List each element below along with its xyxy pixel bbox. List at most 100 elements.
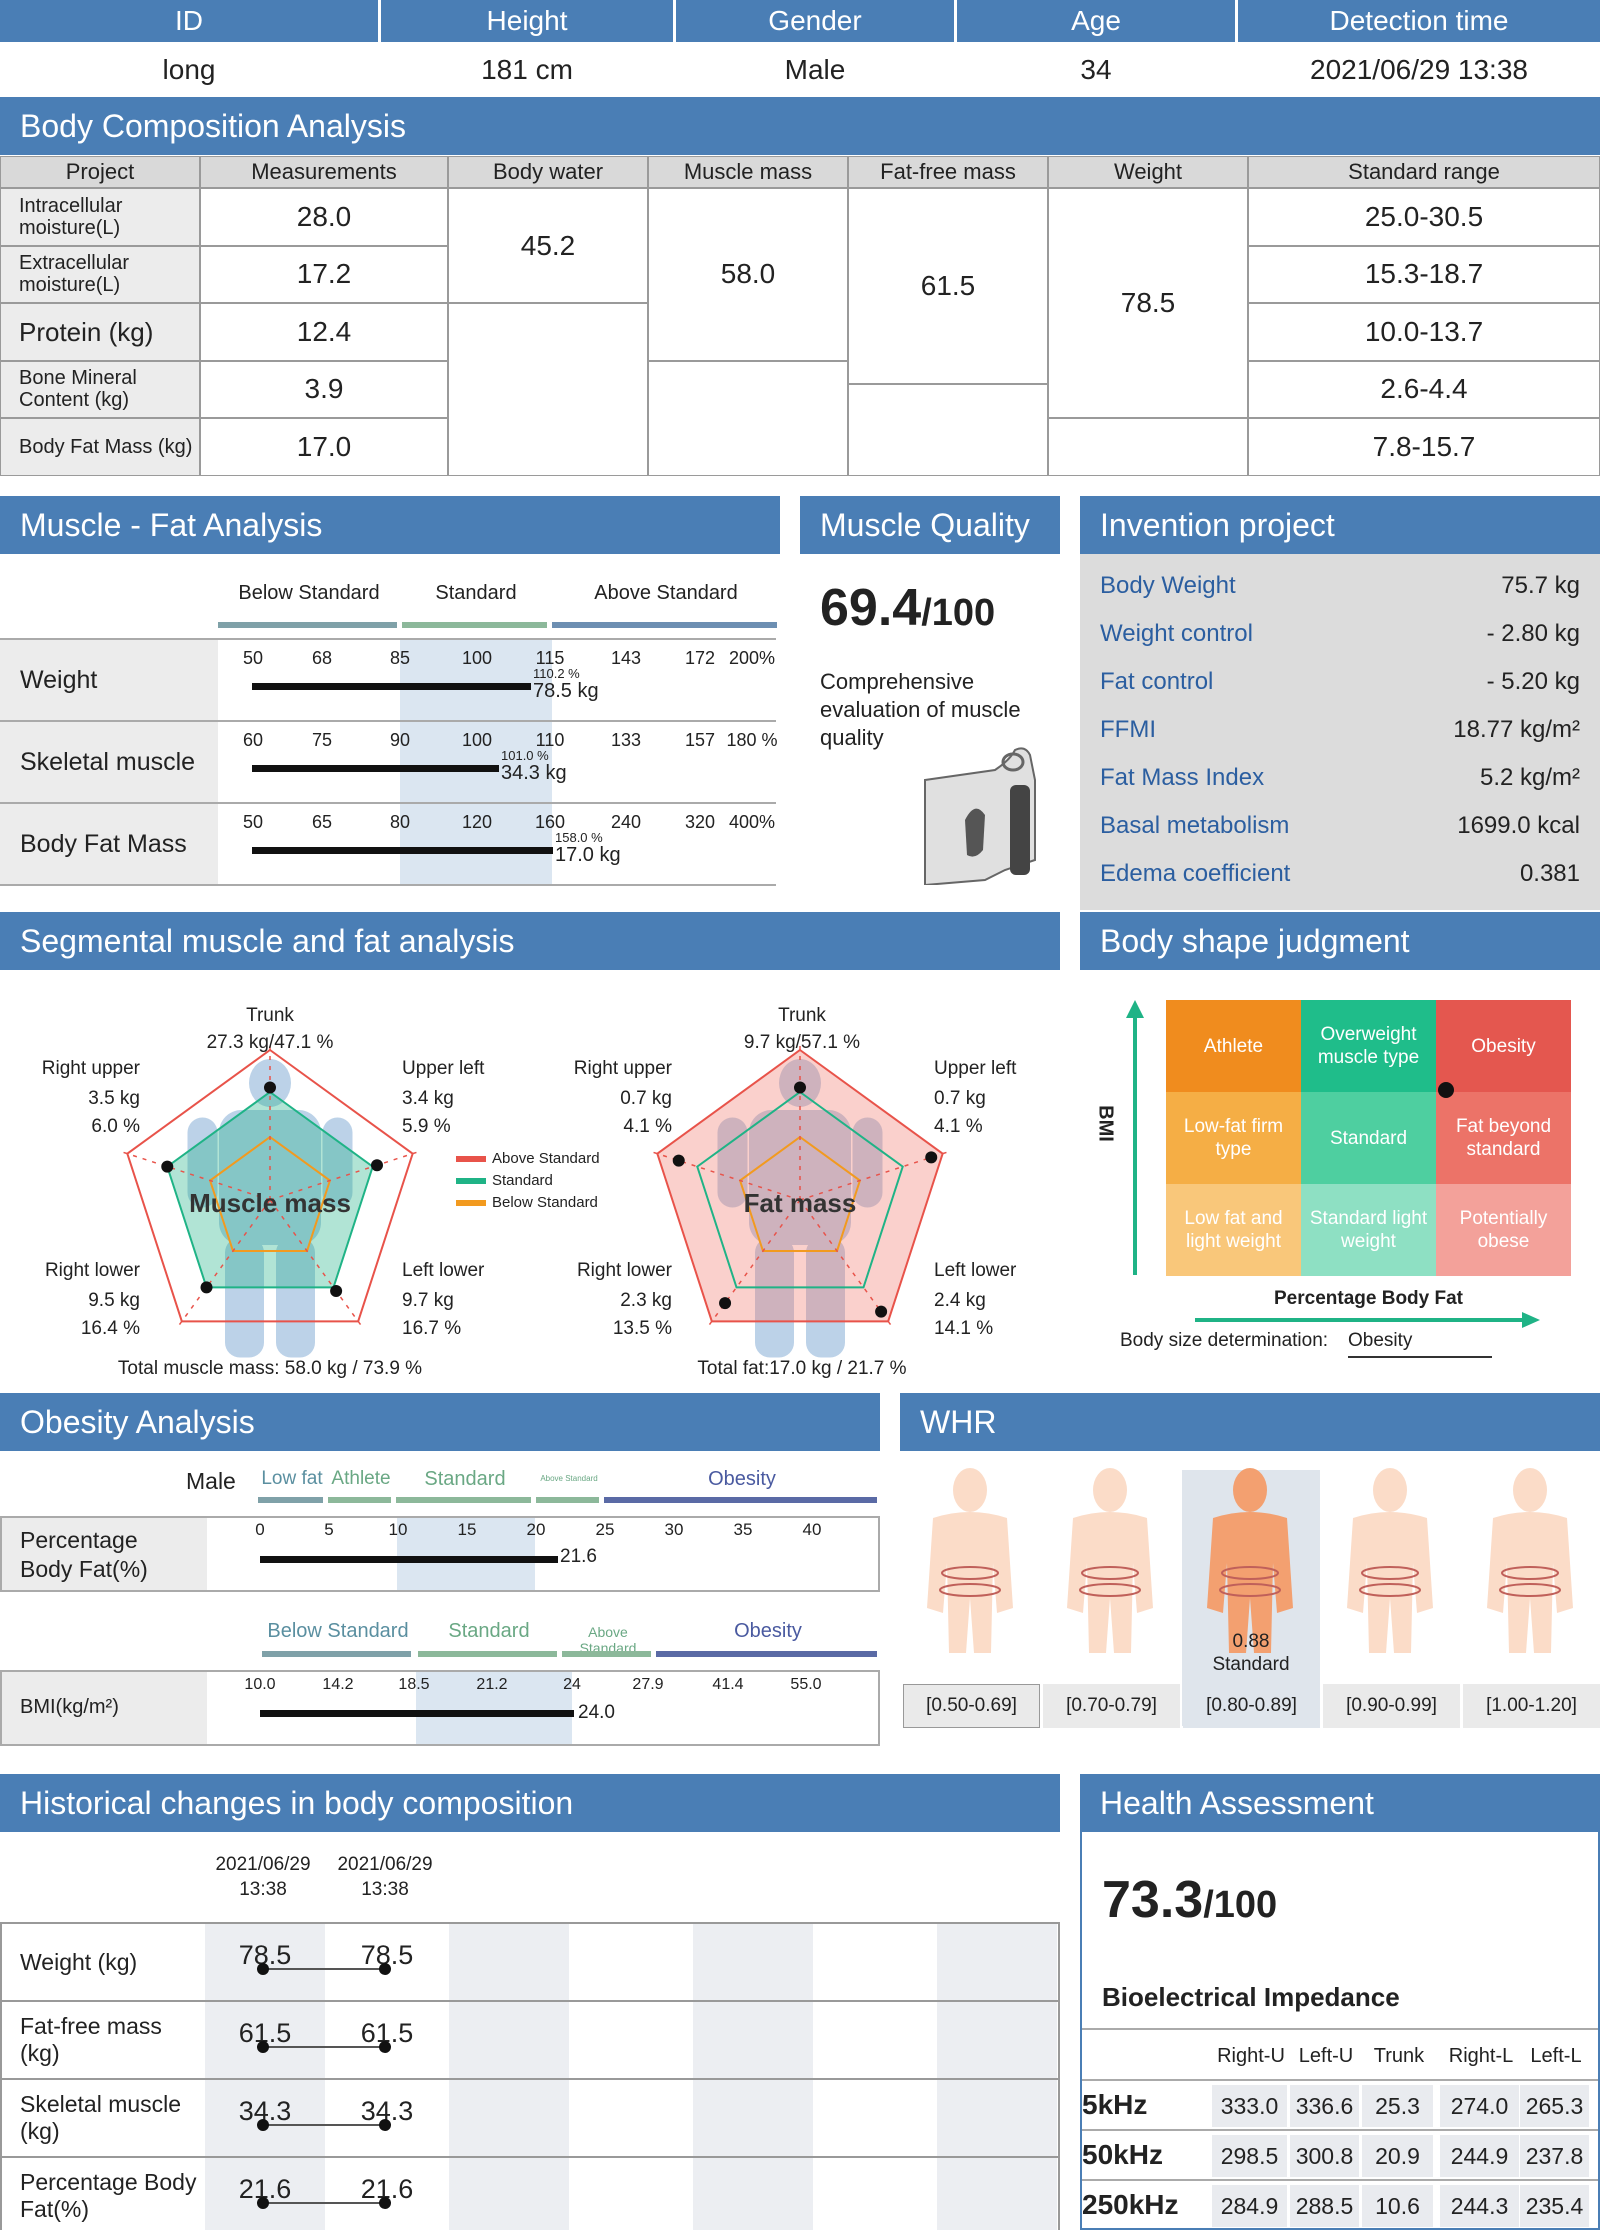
muscle-ru-kg: 3.5 kg bbox=[88, 1088, 140, 1109]
mfa-bottom-line bbox=[0, 884, 776, 886]
hist-row-line bbox=[0, 1922, 1060, 1924]
bca-body-water: 45.2 bbox=[448, 188, 648, 303]
radar-point bbox=[330, 1285, 343, 1298]
oa-band-bar bbox=[656, 1651, 877, 1657]
body-arm bbox=[852, 1117, 883, 1208]
hist-dot bbox=[379, 1963, 391, 1975]
bio-value: 284.9 bbox=[1212, 2185, 1287, 2227]
bio-value: 10.6 bbox=[1362, 2185, 1433, 2227]
waist-ring bbox=[1361, 1566, 1419, 1580]
hist-title: Historical changes in body composition bbox=[0, 1774, 1060, 1832]
hist-col bbox=[571, 1922, 691, 2230]
whr-figure bbox=[1207, 1468, 1293, 1653]
fat-trunk-value: 9.7 kg/57.1 % bbox=[743, 1032, 861, 1053]
bio-value: 20.9 bbox=[1362, 2135, 1433, 2177]
muscle-trunk-label: Trunk bbox=[246, 1005, 294, 1026]
bio-top-line bbox=[1082, 2028, 1598, 2030]
figure-body bbox=[927, 1512, 1013, 1653]
inv-label: Edema coefficient bbox=[1100, 860, 1291, 887]
bca-col-header: Weight bbox=[1048, 156, 1248, 188]
bca-row-label: Bone Mineral Content (kg) bbox=[0, 360, 200, 418]
whr-figure bbox=[927, 1468, 1013, 1653]
hist-dot bbox=[379, 2197, 391, 2209]
whr-figure bbox=[1067, 1468, 1153, 1653]
body-leg bbox=[276, 1237, 315, 1358]
bca-fat-free-mass: 61.5 bbox=[848, 188, 1048, 384]
oa-pbf-label: Percentage Body Fat(%) bbox=[2, 1518, 207, 1590]
inv-value: 5.2 kg/m² bbox=[1479, 764, 1580, 791]
bio-value: 237.8 bbox=[1520, 2135, 1589, 2177]
oa-pbf-band: Obesity bbox=[708, 1468, 776, 1490]
oa-pbf-band: Standard bbox=[424, 1468, 506, 1490]
muscle-ll-pct: 16.7 % bbox=[402, 1318, 462, 1339]
bio-col-header: Right-L bbox=[1448, 2044, 1514, 2067]
bca-row-range: 25.0-30.5 bbox=[1248, 188, 1600, 246]
oa-pbf-tick: 5 bbox=[324, 1520, 334, 1539]
bca-col-header: Body water bbox=[448, 156, 648, 188]
mfa-tick: 133 bbox=[610, 730, 642, 750]
radar-point bbox=[875, 1305, 888, 1318]
bca-row-range: 10.0-13.7 bbox=[1248, 303, 1600, 361]
waist-ring bbox=[1081, 1566, 1139, 1580]
mfa-tick: 172 bbox=[684, 648, 716, 668]
mfa-value-label: 17.0 kg bbox=[555, 844, 621, 866]
legend-label: Standard bbox=[492, 1172, 553, 1189]
muscle-ru-pct: 6.0 % bbox=[91, 1116, 140, 1137]
oa-band-bar bbox=[396, 1497, 531, 1503]
bca-muscle-mass: 58.0 bbox=[648, 188, 848, 361]
mfa-tick: 85 bbox=[389, 648, 411, 668]
inv-label: Body Weight bbox=[1100, 572, 1236, 599]
muscle-trunk-value: 27.3 kg/47.1 % bbox=[206, 1032, 334, 1053]
bca-row-label: Protein (kg) bbox=[0, 303, 200, 361]
muscle-ru-label: Right upper bbox=[41, 1058, 140, 1079]
hist-row-label: Percentage Body Fat(%) bbox=[20, 2169, 197, 2222]
inv-value: - 5.20 kg bbox=[1486, 668, 1580, 695]
radar-point bbox=[264, 1081, 276, 1094]
bio-value: 333.0 bbox=[1212, 2085, 1287, 2127]
muscle-rl-pct: 16.4 % bbox=[80, 1318, 140, 1339]
legend-swatch bbox=[456, 1156, 486, 1162]
mfa-value-label: 34.3 kg bbox=[501, 762, 567, 784]
oa-bmi-label: BMI(kg/m²) bbox=[2, 1672, 207, 1744]
figure-body bbox=[1067, 1512, 1153, 1653]
oa-pbf-tick: 35 bbox=[733, 1520, 753, 1539]
oa-band-bar bbox=[262, 1651, 411, 1657]
oa-band-bar bbox=[536, 1497, 599, 1503]
muscle-center-label: Muscle mass bbox=[189, 1188, 351, 1218]
mfa-tick: 143 bbox=[610, 648, 642, 668]
mfa-value-label: 78.5 kg bbox=[533, 680, 599, 702]
waist-ring bbox=[1221, 1566, 1279, 1580]
oa-pbf-tick: 0 bbox=[255, 1520, 265, 1539]
fat-lu-kg: 0.7 kg bbox=[934, 1088, 986, 1109]
mfa-bar bbox=[252, 847, 553, 854]
hist-col bbox=[937, 1922, 1057, 2230]
oa-band-bar bbox=[258, 1497, 323, 1503]
mfa-tick: 400% bbox=[728, 812, 776, 832]
fat-lu-pct: 4.1 % bbox=[934, 1116, 983, 1137]
info-value-0: long bbox=[162, 54, 216, 85]
waist-ring bbox=[941, 1566, 999, 1580]
mfa-pct-label: 110.2 % bbox=[533, 666, 580, 681]
mq-desc: Comprehensive evaluation of muscle quali… bbox=[820, 669, 1021, 750]
muscle-rl-kg: 9.5 kg bbox=[88, 1290, 140, 1311]
mfa-tick: 160 bbox=[534, 812, 566, 832]
whr-range: [1.00-1.20] bbox=[1463, 1684, 1600, 1728]
bsj-xlabel: Percentage Body Fat bbox=[1274, 1288, 1463, 1309]
oa-band-bar bbox=[562, 1651, 651, 1657]
bca-col-header: Standard range bbox=[1248, 156, 1600, 188]
whr-status: Standard bbox=[1212, 1654, 1290, 1675]
below-standard-ring bbox=[738, 1135, 862, 1252]
bio-value: 298.5 bbox=[1212, 2135, 1287, 2177]
radar-point bbox=[672, 1154, 685, 1167]
hist-trend-line bbox=[262, 1968, 384, 1970]
mfa-band-bar bbox=[552, 622, 777, 628]
bsj-title: Body shape judgment bbox=[1080, 912, 1600, 970]
oa-pbf-band: Athlete bbox=[331, 1468, 391, 1489]
fat-ll-kg: 2.4 kg bbox=[934, 1290, 986, 1311]
mfa-tick: 115 bbox=[535, 648, 565, 668]
bio-freq: 5kHz bbox=[1082, 2089, 1148, 2120]
oa-band-bar bbox=[418, 1651, 557, 1657]
bsj-y-arrow bbox=[1126, 1000, 1144, 1275]
fat-trunk-label: Trunk bbox=[778, 1005, 826, 1026]
ha-box bbox=[1080, 1832, 1600, 2230]
